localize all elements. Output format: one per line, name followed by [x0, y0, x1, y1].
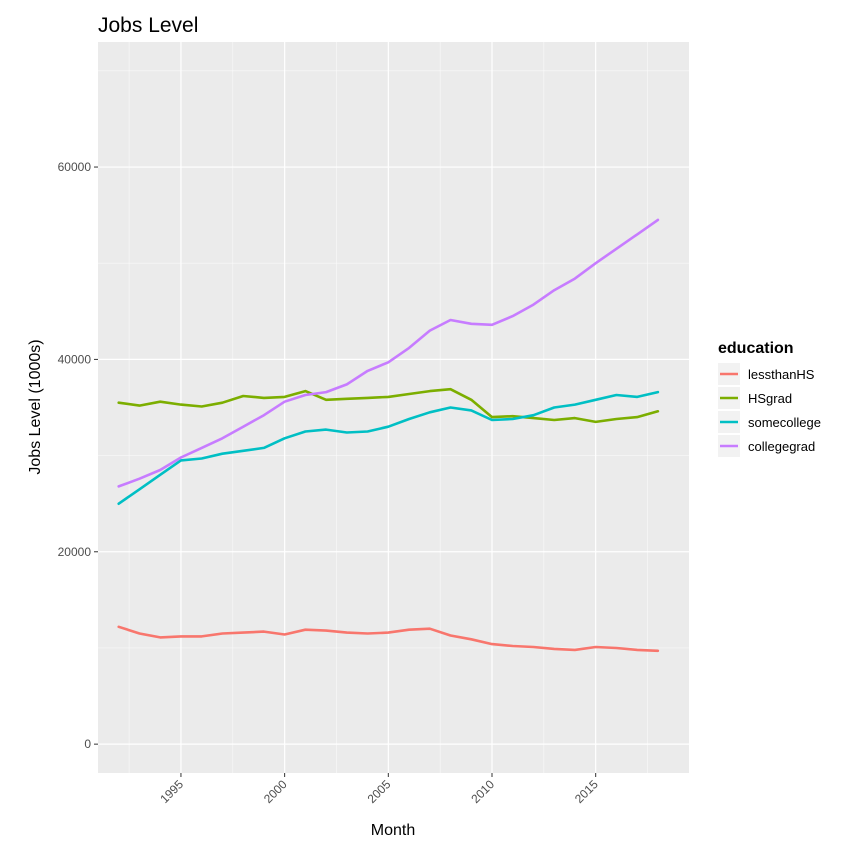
- x-tick-label: 2010: [468, 777, 497, 806]
- series-line-lessthanHS: [117, 625, 660, 653]
- y-tick-label: 60000: [58, 160, 92, 174]
- minor-gridlines: [98, 42, 689, 773]
- chart-title: Jobs Level: [98, 14, 198, 37]
- series-line-HSgrad: [117, 387, 660, 424]
- y-tick-label: 40000: [58, 352, 92, 366]
- legend: education lessthanHS HSgrad somecollege col…: [718, 340, 821, 457]
- x-tick-label: 2005: [365, 777, 394, 806]
- legend-label-somecollege: somecollege: [748, 415, 821, 430]
- x-tick-label: 2000: [261, 777, 290, 806]
- plot-panel: [98, 42, 689, 773]
- legend-title: education: [718, 340, 794, 357]
- y-tick-label: 0: [84, 737, 91, 751]
- x-tick-label: 1995: [157, 777, 186, 806]
- legend-label-lessthanHS: lessthanHS: [748, 367, 815, 382]
- x-tick-label: 2015: [572, 777, 601, 806]
- series-lines: [117, 218, 660, 653]
- x-axis-title: Month: [371, 822, 415, 839]
- legend-label-HSgrad: HSgrad: [748, 391, 792, 406]
- legend-label-collegegrad: collegegrad: [748, 439, 815, 454]
- series-line-somecollege: [117, 390, 660, 506]
- series-line-collegegrad: [117, 218, 660, 488]
- y-axis-title: Jobs Level (1000s): [27, 339, 44, 474]
- y-tick-label: 20000: [58, 545, 92, 559]
